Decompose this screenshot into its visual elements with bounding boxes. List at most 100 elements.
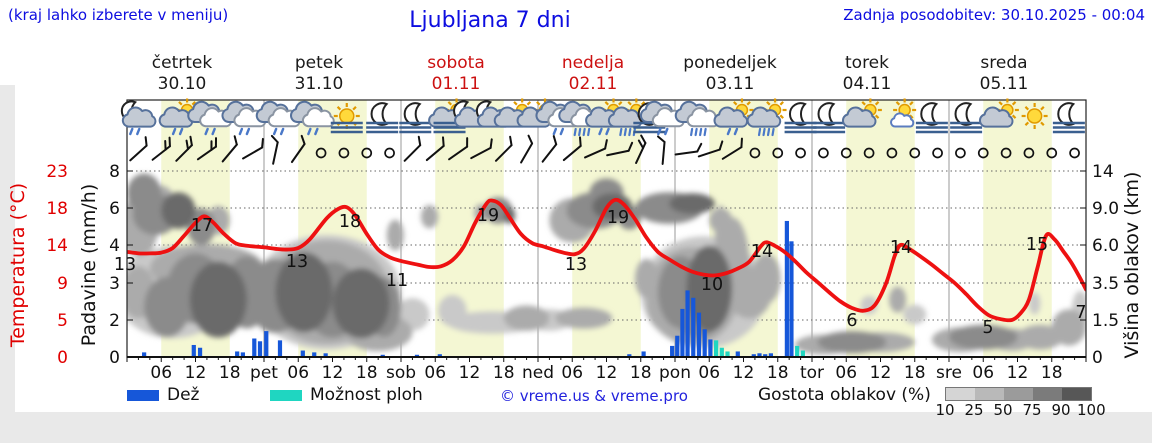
- wind-barb-icon: [425, 136, 445, 162]
- shower-legend-label: Možnost ploh: [310, 385, 423, 405]
- cloud-height-tick-label: 14: [1092, 162, 1114, 182]
- drizzle-marks: [171, 127, 184, 136]
- precipitation-tick-label: 0: [109, 348, 120, 368]
- cloud-blob: [949, 324, 1018, 350]
- temperature-value-label: 7: [1075, 303, 1086, 323]
- day-abbrev-label: tor: [800, 363, 824, 383]
- rain-bar: [380, 354, 385, 357]
- day-name: torek: [845, 53, 889, 73]
- hour-label: 06: [424, 363, 446, 383]
- calm-wind-icon: [361, 147, 373, 159]
- rain-bar: [142, 352, 147, 357]
- moon-shape: [817, 102, 836, 126]
- temperature-tick-label: 23: [46, 162, 68, 182]
- calm-wind-icon: [1069, 147, 1080, 159]
- precipitation-tick-label: 8: [109, 162, 120, 182]
- temperature-value-label: 10: [701, 275, 723, 295]
- cloud-blob: [420, 205, 439, 229]
- cloud-blob: [275, 252, 333, 333]
- fog-lines: [399, 121, 432, 134]
- rain-bar: [235, 351, 240, 357]
- hour-label: 06: [287, 363, 309, 383]
- precipitation-tick-label: 6: [109, 199, 120, 219]
- rain-legend-label: Dež: [167, 385, 200, 405]
- rain-bar: [323, 353, 328, 357]
- rain-bar: [437, 354, 442, 357]
- drizzle-marks: [552, 127, 565, 136]
- rain-legend-swatch: [127, 390, 159, 401]
- calm-wind-icon: [338, 147, 350, 159]
- drizzle-marks: [238, 127, 251, 136]
- page-title: Ljubljana 7 dni: [409, 8, 571, 33]
- temperature-value-label: 6: [846, 311, 857, 331]
- day-abbrev-label: sre: [936, 363, 962, 383]
- calm-wind-icon: [315, 147, 327, 159]
- rain-bar: [696, 312, 702, 357]
- hour-label: 06: [698, 363, 720, 383]
- wind-barb-icon: [175, 135, 193, 162]
- hour-label: 18: [1041, 363, 1063, 383]
- calm-wind-icon: [977, 147, 989, 159]
- day-date: 02.11: [569, 74, 618, 94]
- cloud-scale-tick: 10: [935, 401, 955, 419]
- temperature-value-label: 18: [339, 212, 361, 232]
- cloud-blob: [889, 286, 907, 313]
- day-name: ponedeljek: [683, 53, 777, 73]
- cloud-scale-tick: 90: [1051, 401, 1071, 419]
- cloud-height-axis-title: Višina oblakov (km): [1121, 172, 1143, 359]
- wind-barb-icon: [129, 136, 148, 162]
- sun-disc: [1026, 108, 1043, 124]
- wind-barb-icon: [541, 135, 558, 163]
- weather-icon-cloud2-rain: [674, 100, 720, 137]
- moon-shape: [954, 102, 973, 126]
- sun-disc: [339, 108, 355, 124]
- cloud-blob: [903, 304, 927, 325]
- weather-icon-sun-cloud: [841, 98, 882, 128]
- precipitation-axis-title: Padavine (mm/h): [78, 184, 100, 347]
- rain-bar: [197, 347, 203, 357]
- day-date: 03.11: [706, 74, 755, 94]
- fog-lines: [330, 121, 363, 134]
- wind-symbols-row: [129, 134, 1080, 165]
- day-date: 31.10: [295, 74, 344, 94]
- weather-icon-moon-fog: [366, 102, 399, 134]
- rain-bar: [685, 290, 690, 357]
- wind-barb-icon: [721, 137, 743, 160]
- rain-bar: [757, 353, 762, 357]
- cloud-blob: [686, 245, 733, 332]
- weather-icon-sun-cloud-rain: [746, 98, 787, 137]
- calm-wind-icon: [818, 147, 829, 159]
- calm-wind-icon: [1046, 147, 1058, 159]
- calm-wind-icon: [909, 147, 921, 159]
- weather-icons-row: [120, 98, 1085, 137]
- weather-icon-sun-cloudsmall: [890, 98, 917, 128]
- precipitation-tick-label: 3: [109, 274, 120, 294]
- rain-bar: [277, 340, 283, 357]
- rain-marks: [757, 127, 775, 137]
- cloud-blob: [669, 193, 715, 214]
- day-name: petek: [295, 53, 343, 73]
- cloud-height-tick-label: 9.0: [1092, 199, 1119, 219]
- cloud-shape: [121, 106, 157, 128]
- temperature-value-label: 11: [386, 271, 408, 291]
- rain-bar: [784, 220, 789, 357]
- calm-wind-icon: [863, 147, 875, 159]
- last-update: Zadnja posodobitev: 30.10.2025 - 00:04: [843, 6, 1145, 24]
- rain-bar: [191, 344, 196, 357]
- drizzle-marks: [272, 127, 285, 136]
- cloud-height-tick-label: 6.0: [1092, 236, 1119, 256]
- hour-label: 18: [219, 363, 241, 383]
- drizzle-marks: [657, 127, 669, 136]
- rain-bar: [789, 241, 794, 357]
- rain-bar: [768, 353, 773, 357]
- cloud-shape: [746, 106, 782, 128]
- moon-shape: [1057, 102, 1076, 126]
- cloud-density-scale-bar: [945, 387, 1092, 401]
- credit-link[interactable]: © vreme.us & vreme.pro: [500, 387, 688, 405]
- wind-barb-icon: [562, 136, 582, 162]
- fog-lines: [784, 121, 817, 134]
- day-date: 01.11: [432, 74, 481, 94]
- rain-bar: [252, 338, 257, 357]
- shower-bar: [719, 347, 724, 357]
